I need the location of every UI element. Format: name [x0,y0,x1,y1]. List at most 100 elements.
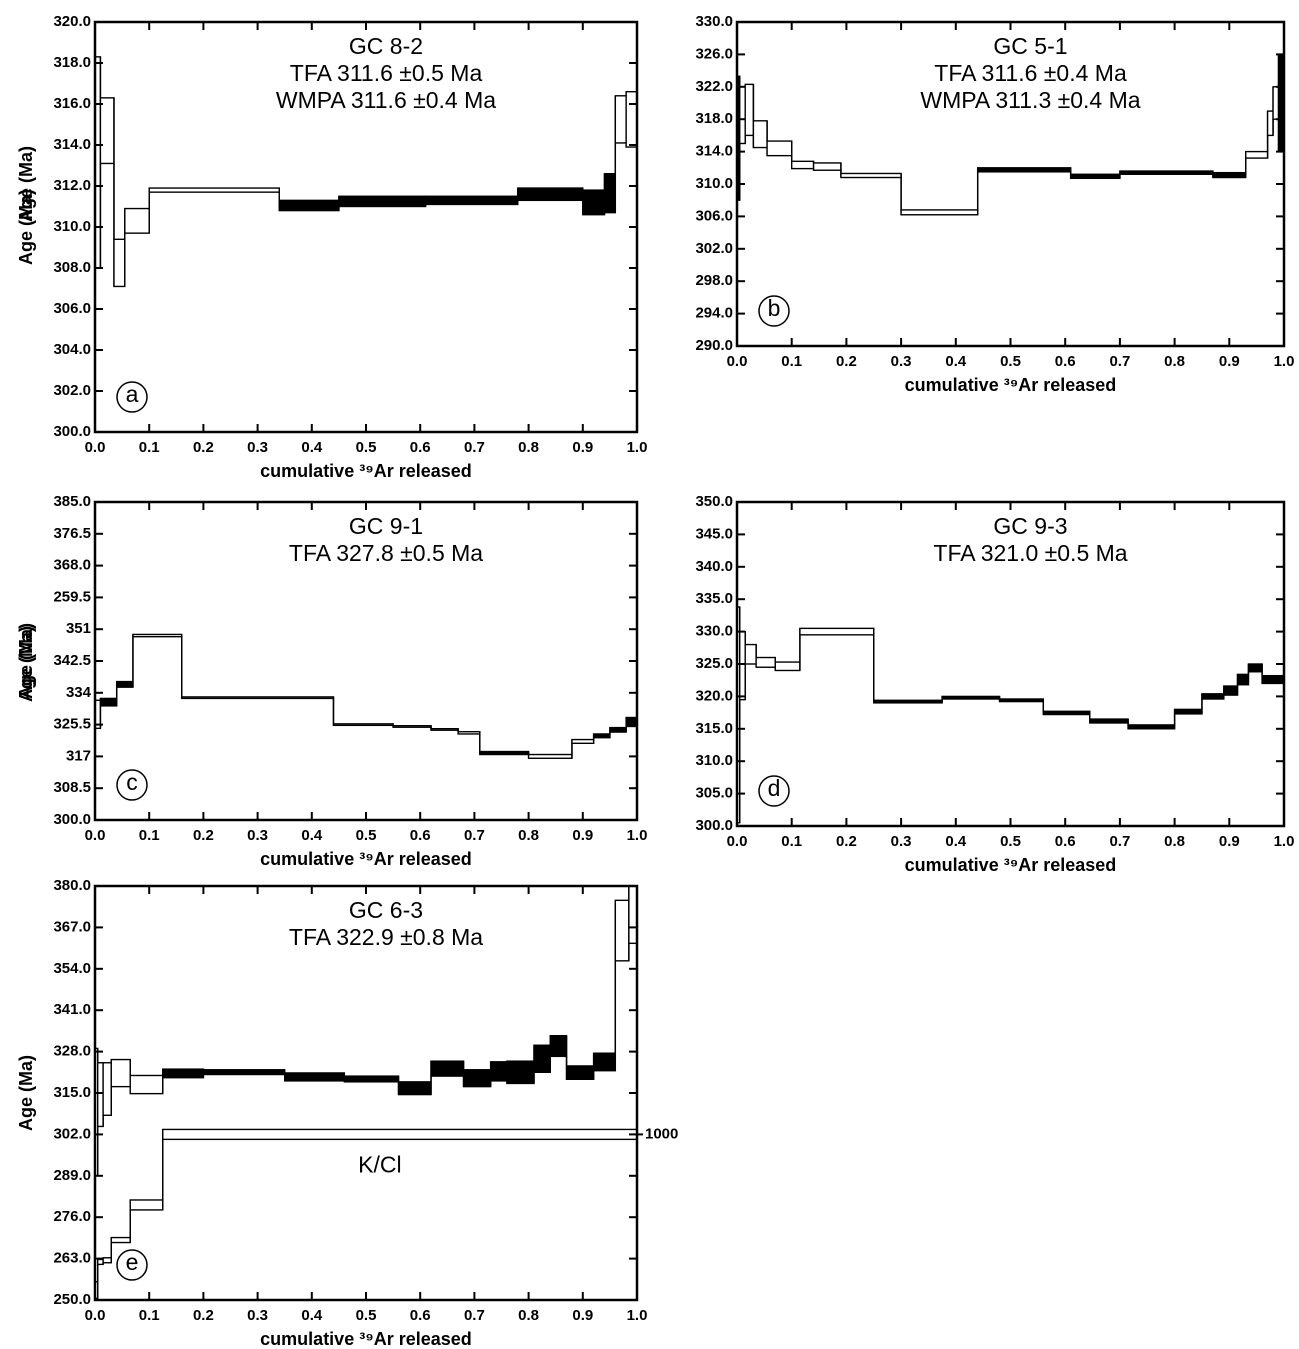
x-tick-label: 0.2 [193,1307,214,1324]
y-tick-label: 302.0 [695,240,733,257]
step [614,899,630,962]
x-tick-label: 0.5 [1000,833,1021,850]
step [739,630,746,701]
y-tick-label: 330.0 [695,13,733,30]
x-axis-label: cumulative ³⁹Ar released [260,849,472,869]
step [625,90,638,148]
step [99,697,118,707]
y-tick-label: 308.0 [53,259,91,276]
panel: K/Cl 250.0 263.0 276.0 289.0 302.0 315.0 328.0 3… [16,877,679,1349]
step [603,172,617,214]
x-tick-label: 1.0 [1274,353,1295,370]
step [397,1081,432,1096]
x-tick-label: 0.7 [464,1307,485,1324]
y-tick-label: 304.0 [53,341,91,358]
step [582,189,606,216]
y-tick-label: 302.0 [53,382,91,399]
x-tick-label: 0.5 [356,439,377,456]
y-tick-label: 325.0 [695,655,733,672]
y-tick-label: 289.0 [53,1167,91,1184]
annotation: TFA 311.6 ±0.5 Ma [290,60,483,86]
step [744,83,755,137]
x-tick-label: 0.9 [572,439,593,456]
x-tick-label: 0.1 [781,833,802,850]
step [1201,693,1225,700]
y-tick-label: 368.0 [53,557,91,574]
step [97,1062,104,1128]
panel-title: GC 5-1 [993,33,1067,59]
x-tick-label: 0.9 [572,827,593,844]
x-tick-label: 0.6 [1055,833,1076,850]
x-tick-label: 0.2 [836,833,857,850]
step [162,1128,638,1141]
step [430,1060,465,1077]
y-axis-label: Age (Ma) [16,146,36,222]
step [332,723,394,727]
step [1069,173,1121,180]
x-tick-label: 0.7 [464,439,485,456]
y-tick-label: 263.0 [53,1250,91,1267]
step [489,1061,508,1082]
step [533,1044,551,1073]
y-tick-label: 315.0 [53,1084,91,1101]
step [392,725,432,728]
x-tick-label: 0.4 [945,833,967,850]
x-tick-label: 0.6 [410,1307,431,1324]
annotation: TFA 327.8 ±0.5 Ma [289,540,483,566]
y-tick-label: 330.0 [695,623,733,640]
x-tick-label: 0.1 [139,1307,160,1324]
step [609,726,627,733]
x-tick-label: 0.6 [1055,353,1076,370]
step [113,238,126,288]
x-tick-label: 0.0 [85,439,106,456]
y-tick-label: 302.0 [53,1125,91,1142]
y-tick-label: 306.0 [53,300,91,317]
step [338,195,427,208]
panel: 300.0 308.5 317 325.5 334 342.5 351 259.5 368.0 3… [16,493,648,869]
x-tick-label: 1.0 [627,1307,648,1324]
panel-title: GC 9-1 [349,513,423,539]
y-tick-label: 328.0 [53,1043,91,1060]
y-tick-label: 250.0 [53,1291,91,1308]
y-axis-label: Age (Ma) [16,623,36,699]
step [1127,724,1176,730]
y-tick-label: 345.0 [695,525,733,542]
step [462,1069,492,1088]
y-tick-label: 341.0 [53,1001,91,1018]
y-tick-label: 308.5 [53,779,91,796]
step [506,1060,535,1085]
step [812,162,842,171]
x-tick-label: 0.3 [247,1307,268,1324]
step [592,733,611,739]
x-tick-label: 0.2 [193,827,214,844]
step [799,627,875,636]
panel-label-circle [116,381,148,413]
panel: 300.0 305.0 310.0 315.0 320.0 325.0 330.0 335.0… [16,493,1295,875]
y-tick-label: 322.0 [695,78,733,95]
step [1236,673,1250,686]
step [900,209,979,216]
annotation: WMPA 311.6 ±0.4 Ma [276,87,496,113]
step [941,695,1001,700]
annotation: TFA 321.0 ±0.5 Ma [933,540,1127,566]
step [110,1058,131,1088]
y2-tick-label: 1000 [645,1125,678,1142]
step [102,1257,112,1264]
y-tick-label: 300.0 [695,817,733,834]
step [1042,710,1091,716]
step [791,160,815,170]
y-tick-label: 300.0 [53,811,91,828]
y-tick-label: 376.5 [53,525,91,542]
y-tick-label: 300.0 [53,423,91,440]
step [744,643,757,665]
x-tick-label: 0.4 [301,1307,323,1324]
y-tick-label: 334 [66,684,92,701]
step [129,1074,164,1095]
x-tick-label: 1.0 [627,827,648,844]
step [1089,718,1129,724]
y-tick-label: 316.0 [53,95,91,112]
x-tick-label: 0.9 [572,1307,593,1324]
x-tick-label: 0.0 [85,827,106,844]
y-tick-label: 259.5 [53,588,91,605]
